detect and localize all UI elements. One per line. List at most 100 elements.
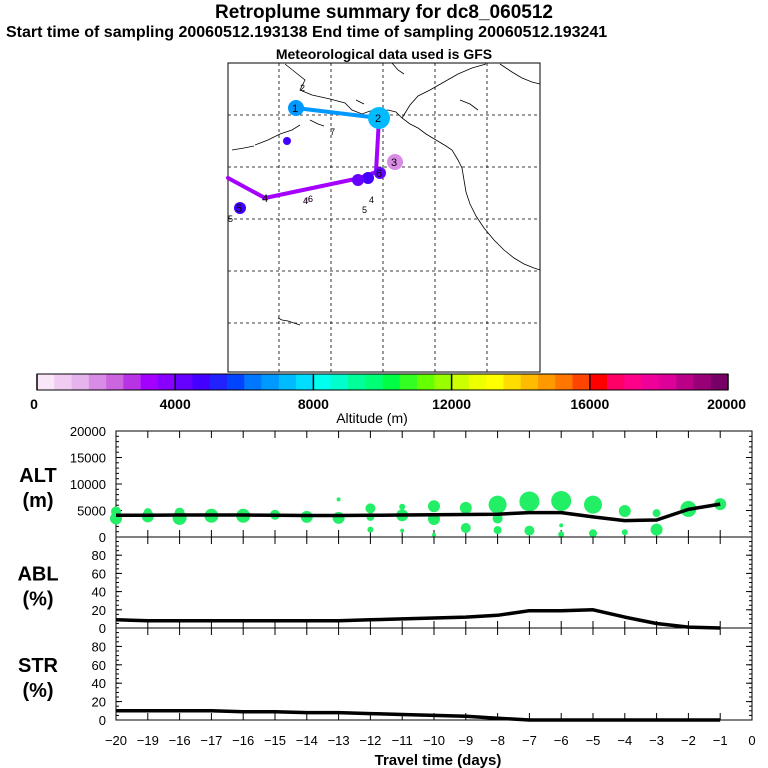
colorbar-swatch [417, 374, 435, 390]
y-tick-label: 0 [99, 530, 106, 545]
y-tick-label: 0 [99, 621, 106, 636]
panel-ylabel-unit: (%) [22, 680, 53, 702]
panel-ylabel: ALT [19, 465, 56, 487]
panel-abl: 0 20 40 60 80 ABL (%) [17, 536, 753, 636]
colorbar-swatch [192, 374, 211, 390]
x-tick-label: −7 [522, 733, 537, 748]
colorbar-swatch [572, 374, 591, 390]
y-tick-label: 20000 [70, 424, 106, 439]
x-tick-label: 0 [748, 733, 755, 748]
x-tick-label: −12 [359, 733, 381, 748]
colorbar-swatch [658, 374, 677, 390]
y-tick-label: 40 [92, 676, 106, 691]
track-small-label: 6 [308, 194, 313, 204]
colorbar-swatch [486, 374, 504, 390]
track-small-label: 4 [303, 196, 308, 206]
x-tick-label: −9 [458, 733, 473, 748]
track-label: 6 [376, 168, 382, 180]
y-tick-label: 0 [99, 713, 106, 728]
track-label: 1 [292, 103, 298, 115]
x-tick-label: −11 [392, 733, 413, 748]
data-dot [367, 526, 374, 533]
colorbar-tick-label: 0 [30, 396, 38, 412]
trajectory-points [234, 100, 403, 214]
track-label: 3 [391, 157, 397, 169]
data-dot [432, 532, 436, 537]
colorbar-swatch [347, 374, 366, 390]
x-tick-label: −5 [586, 733, 601, 748]
colorbar-swatch [157, 374, 176, 390]
panel-str: 0 20 40 60 80 STR (%) [18, 627, 753, 728]
colorbar-swatch [365, 374, 383, 390]
panel-ylabel: STR [18, 655, 59, 677]
colorbar-swatch [537, 374, 556, 390]
y-tick-label: 5000 [77, 504, 106, 519]
series-line [116, 502, 721, 523]
x-tick-label: −16 [232, 733, 254, 748]
colorbar-swatch [175, 374, 193, 390]
data-dot [650, 523, 663, 536]
x-tick-label: −2 [681, 733, 696, 748]
x-tick-label: −6 [554, 733, 569, 748]
data-dot [488, 495, 507, 514]
data-dot [621, 529, 628, 536]
panel-ylabel-unit: (%) [22, 589, 53, 611]
colorbar-axis-label: Altitude (m) [336, 410, 408, 426]
data-dot [365, 503, 376, 514]
y-tick-label: 80 [92, 548, 106, 563]
colorbar-swatch [227, 374, 245, 390]
track-small-label: 4 [369, 195, 374, 205]
data-dot [524, 525, 535, 536]
x-axis-label: Travel time (days) [375, 752, 502, 768]
track-label: 2 [375, 113, 381, 125]
x-tick-label: −3 [649, 733, 664, 748]
met-data-line: Meteorological data used is GFS [275, 46, 493, 62]
data-dot [652, 509, 661, 518]
data-dot [336, 497, 341, 502]
sampling-time-line: Start time of sampling 20060512.193138 E… [6, 24, 608, 41]
colorbar-swatch [88, 374, 107, 390]
data-dot [399, 503, 406, 510]
colorbar-swatch [209, 374, 228, 390]
colorbar-swatch [607, 374, 625, 390]
colorbar-swatch [37, 374, 55, 390]
colorbar-tick-label: 20000 [707, 396, 746, 412]
data-dot [400, 528, 405, 533]
colorbar-swatch [555, 374, 573, 390]
track-small-label: 5 [228, 214, 233, 224]
colorbar-swatch [641, 374, 660, 390]
track-small-label: 5 [362, 205, 367, 215]
x-tick-label: −8 [490, 733, 505, 748]
y-tick-label: 15000 [70, 451, 106, 466]
altitude-colorbar: 0 4000 8000 12000 16000 20000 Altitude (m) [30, 373, 746, 426]
coastline [231, 62, 541, 326]
colorbar-swatch [693, 374, 712, 390]
colorbar-swatch [676, 374, 694, 390]
colorbar-swatch [244, 374, 262, 390]
series-line [116, 709, 721, 722]
data-dot [460, 522, 471, 533]
data-dot [459, 501, 472, 514]
track-label: 4 [262, 193, 268, 205]
data-dot [559, 523, 564, 528]
colorbar-swatch [382, 374, 401, 390]
x-tick-label: −4 [617, 733, 632, 748]
colorbar-swatch [624, 374, 642, 390]
chart-title: Retroplume summary for dc8_060512 [215, 2, 553, 23]
track-small-label: 2 [300, 83, 305, 93]
data-dot [584, 495, 602, 514]
time-series-panels: 0 5000 10000 15000 20000 ALT (m) 0 20 40 60 80 ABL (%… [17, 424, 755, 768]
x-tick-label: −16 [169, 733, 191, 748]
colorbar-swatch [71, 374, 90, 390]
y-tick-label: 60 [92, 658, 106, 673]
data-dot [618, 505, 631, 518]
colorbar-swatch [468, 374, 487, 390]
y-tick-label: 20 [92, 603, 106, 618]
data-dot [589, 529, 597, 538]
track-label: 5 [236, 203, 242, 215]
colorbar-swatch [54, 374, 72, 390]
colorbar-swatch [261, 374, 280, 390]
